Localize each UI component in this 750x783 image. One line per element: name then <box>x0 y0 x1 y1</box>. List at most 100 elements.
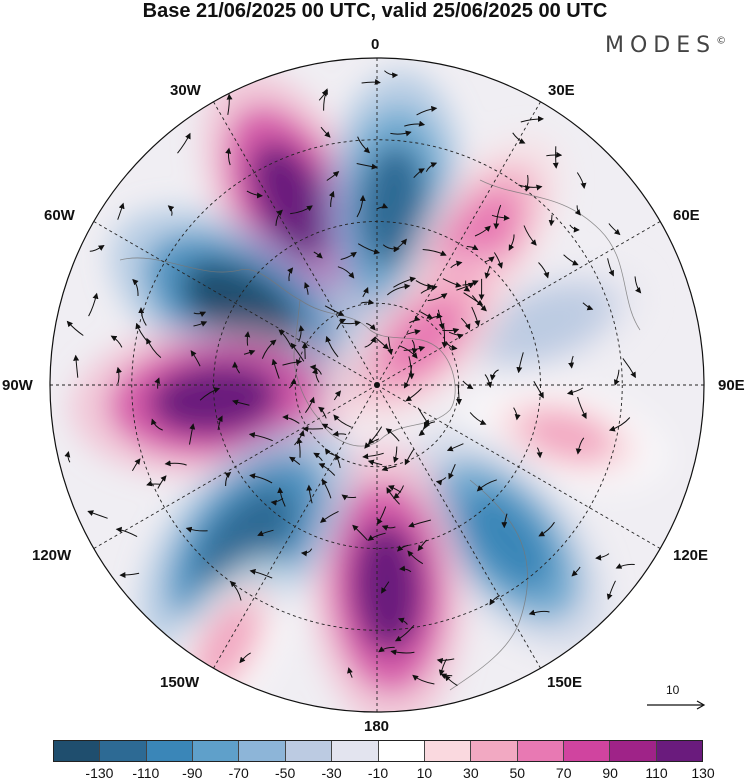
wind-vector <box>356 163 378 170</box>
wind-vector <box>73 354 80 378</box>
anomaly-contour <box>360 144 426 267</box>
wind-vector <box>282 359 303 366</box>
wind-vector <box>407 550 424 565</box>
wind-vector <box>116 366 122 385</box>
lon-label-150w: 150W <box>160 674 200 691</box>
wind-vector <box>608 223 621 236</box>
wind-vector <box>324 448 338 457</box>
wind-vector <box>361 78 381 85</box>
wind-vector <box>471 306 481 327</box>
wind-vector <box>378 646 395 653</box>
wind-vector <box>304 281 310 295</box>
wind-vector <box>427 293 448 302</box>
wind-vector <box>408 519 432 528</box>
wind-vector <box>333 390 342 401</box>
wind-vector <box>157 475 167 489</box>
wind-vector <box>399 345 418 359</box>
wind-vector <box>420 284 438 294</box>
wind-vector <box>298 325 305 343</box>
wind-vector <box>397 617 408 625</box>
wind-vector <box>290 205 313 215</box>
wind-vector <box>448 331 464 340</box>
wind-vector <box>313 452 323 462</box>
wind-vector <box>575 437 585 455</box>
wind-vector <box>352 524 368 541</box>
wind-vector <box>463 292 484 306</box>
wind-vector <box>512 132 526 144</box>
wind-vector <box>362 286 369 298</box>
wind-vector <box>606 580 616 601</box>
wind-vector <box>552 146 559 169</box>
wind-vector <box>239 652 251 664</box>
colorbar-tick-label: -10 <box>367 765 389 781</box>
wind-vector <box>563 254 579 266</box>
lon-label-60e: 60E <box>673 207 700 224</box>
wind-vector <box>416 105 438 116</box>
wind-vector <box>321 478 332 499</box>
wind-vector <box>516 352 524 374</box>
wind-vector <box>275 209 283 226</box>
colorbar-swatch <box>424 741 472 761</box>
reference-vector-label: 10 <box>666 683 680 697</box>
wind-vector <box>615 563 635 569</box>
wind-vector <box>362 452 384 460</box>
wind-vector <box>367 532 386 541</box>
colorbar-tick-label: 10 <box>416 765 433 781</box>
wind-vector <box>491 214 510 221</box>
logo-text: MODES <box>605 33 717 58</box>
lon-label-150e: 150E <box>547 674 583 691</box>
wind-vector <box>393 446 399 464</box>
wind-vector <box>356 194 366 218</box>
wind-vector <box>536 447 543 459</box>
wind-vector <box>393 276 417 288</box>
wind-vector <box>332 430 347 437</box>
colorbar-swatch <box>100 741 147 761</box>
wind-vector <box>381 581 390 594</box>
latitude-circle <box>131 139 623 631</box>
wind-vector <box>357 243 381 255</box>
wind-vector <box>257 529 274 537</box>
wind-vector <box>493 252 503 269</box>
wind-vector <box>405 388 422 402</box>
wind-vector <box>528 609 550 616</box>
colorbar-swatch <box>378 741 425 761</box>
wind-vector <box>524 175 531 192</box>
wind-vectors <box>64 70 642 687</box>
wind-vector <box>131 458 141 472</box>
wind-vector <box>115 526 138 538</box>
colorbar-ticks: -130 -110 -90 -70 -50 -30 -10 10 30 50 70 90 110 130 <box>0 765 750 783</box>
modes-logo: MODES© <box>605 33 726 58</box>
wind-vector <box>440 673 453 680</box>
colorbar-swatch <box>471 741 518 761</box>
wind-vector <box>135 322 148 342</box>
map-title: Base 21/06/2025 00 UTC, valid 25/06/2025… <box>142 0 608 22</box>
colorbar-tick-label: 90 <box>602 765 618 781</box>
wind-vector <box>386 487 400 505</box>
wind-vector <box>493 204 502 230</box>
colorbar-swatch <box>239 741 286 761</box>
wind-vector <box>340 251 357 260</box>
wind-vector <box>89 245 105 252</box>
wind-vector <box>533 380 544 399</box>
wind-vector <box>146 337 162 358</box>
wind-vector <box>460 317 471 331</box>
colorbar-swatch <box>193 741 240 761</box>
wind-vector <box>415 280 434 290</box>
wind-vector <box>538 521 555 537</box>
wind-vector <box>294 430 305 446</box>
wind-vector <box>304 396 315 413</box>
wind-vector <box>324 305 345 316</box>
wind-vector <box>288 378 297 389</box>
lon-label-30w: 30W <box>170 82 201 99</box>
wind-vector <box>411 339 418 355</box>
colorbar-tick-label: 70 <box>555 765 572 781</box>
wind-vector <box>523 225 537 246</box>
wind-vector <box>446 443 464 452</box>
wind-vector <box>333 414 352 428</box>
wind-vector <box>462 380 474 390</box>
wind-vector <box>622 358 636 379</box>
wind-vector <box>538 262 550 279</box>
colorbar-tick-label: 50 <box>509 765 526 781</box>
wind-vector <box>322 88 328 111</box>
wind-vector <box>271 358 280 379</box>
